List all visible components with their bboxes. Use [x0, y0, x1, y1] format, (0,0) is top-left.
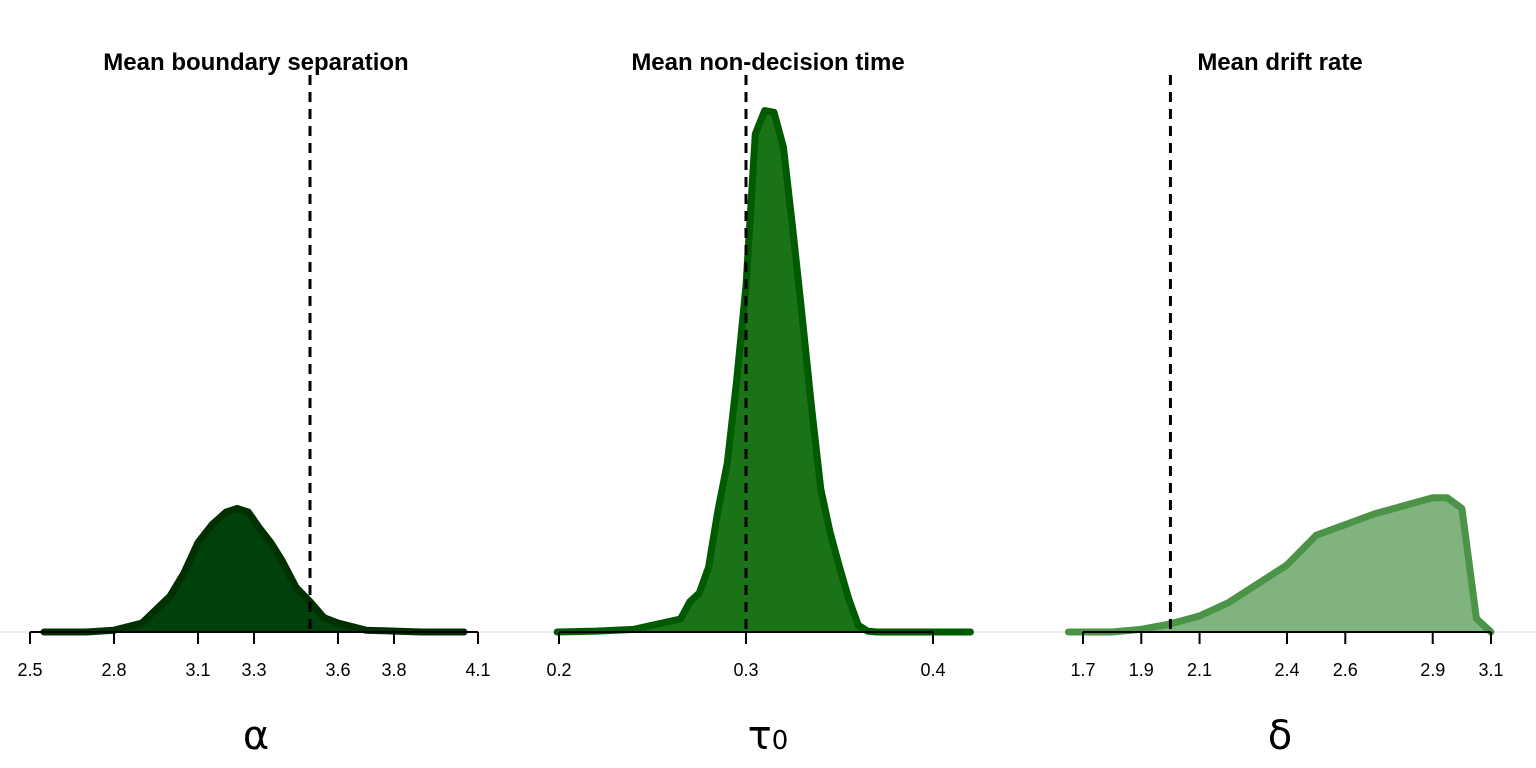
panel-title: Mean drift rate — [1197, 49, 1362, 76]
x-tick-label: 4.1 — [465, 660, 490, 680]
panel-2: 0.2 0.3 0.4 Mean non-decision time τ0 — [546, 49, 974, 759]
x-tick-label: 3.1 — [1478, 660, 1503, 680]
x-tick-label: 3.6 — [325, 660, 350, 680]
x-tick-label: 3.1 — [185, 660, 210, 680]
panel-1: 2.5 2.8 3.1 3.3 3.6 3.8 4.1 Mean boundary separ… — [17, 49, 490, 759]
x-tick-label: 3.3 — [241, 660, 266, 680]
panel-3: 1.7 1.9 2.1 2.4 2.6 2.9 3.1 Mean drift rate δ — [1064, 49, 1504, 759]
x-tick-label: 1.7 — [1070, 660, 1095, 680]
panel-title: Mean non-decision time — [631, 49, 904, 76]
x-axis-label: δ — [1268, 713, 1292, 759]
x-tick-label: 1.9 — [1129, 660, 1154, 680]
density-area — [1068, 497, 1491, 632]
density-line — [1064, 494, 1495, 636]
x-tick-label: 0.4 — [920, 660, 945, 680]
x-tick-label: 2.6 — [1333, 660, 1358, 680]
x-tick-label: 2.8 — [101, 660, 126, 680]
x-tick-label: 3.8 — [381, 660, 406, 680]
x-tick-label: 0.3 — [733, 660, 758, 680]
x-axis-label: τ0 — [748, 713, 789, 759]
x-tick-label: 0.2 — [546, 660, 571, 680]
x-tick-label: 2.4 — [1274, 660, 1299, 680]
density-area — [44, 508, 464, 632]
density-area — [557, 110, 971, 633]
x-tick-label: 2.1 — [1187, 660, 1212, 680]
panel-title: Mean boundary separation — [103, 49, 408, 76]
density-line — [40, 505, 468, 636]
x-axis-label: α — [243, 713, 269, 759]
x-tick-label: 2.5 — [17, 660, 42, 680]
x-tick-label: 2.9 — [1420, 660, 1445, 680]
